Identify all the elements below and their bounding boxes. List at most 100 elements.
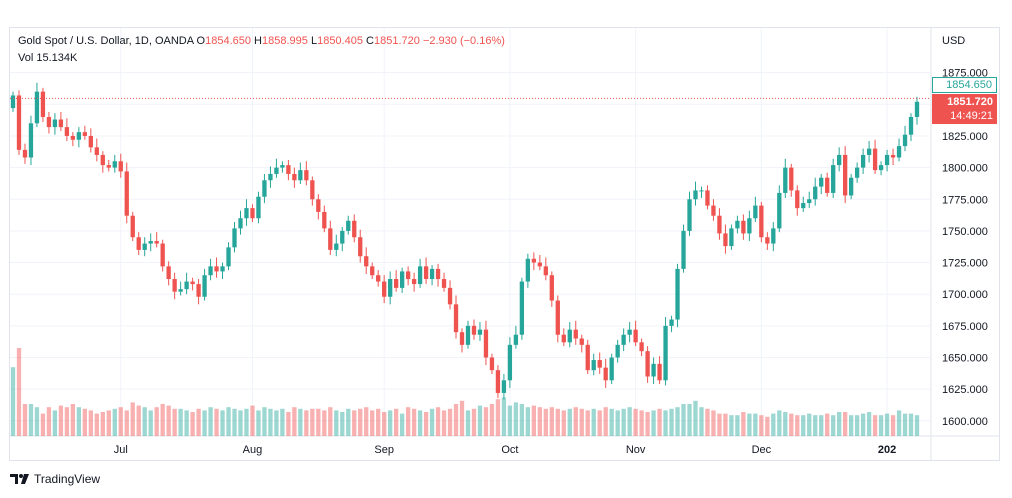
candle-body	[513, 334, 519, 345]
volume-bar	[914, 415, 920, 436]
candle-body	[483, 329, 489, 358]
candle-body	[22, 149, 28, 158]
candle-body	[46, 116, 52, 128]
candle-body	[723, 233, 728, 247]
volume-bar	[226, 407, 231, 436]
volume-bar	[429, 408, 435, 436]
candle-body	[633, 329, 638, 343]
open-price-badge-value: 1854.650	[946, 79, 992, 91]
volume-bar	[531, 405, 537, 436]
volume-bar	[717, 413, 722, 436]
candle-body	[106, 165, 111, 168]
volume-bar	[70, 404, 76, 436]
volume-bar	[340, 412, 345, 436]
volume-bar	[489, 404, 495, 436]
candle-body	[358, 237, 363, 257]
candle-body	[160, 243, 165, 267]
candle-body	[872, 148, 878, 171]
candle-body	[657, 363, 662, 381]
candle-body	[639, 342, 644, 352]
candle-body	[519, 281, 525, 335]
volume-bar	[106, 410, 111, 436]
candle-body	[609, 357, 614, 381]
candle-body	[848, 177, 854, 196]
y-tick-label: 1875.000	[942, 68, 988, 80]
volume-bar	[771, 413, 776, 436]
candle-body	[52, 119, 58, 128]
candle-body	[304, 170, 309, 181]
volume-bar	[316, 408, 321, 436]
candle-body	[801, 203, 806, 209]
candle-body	[76, 132, 82, 140]
volume-bar	[813, 415, 818, 436]
candle-body	[453, 304, 459, 333]
candle-body	[819, 177, 824, 187]
candle-body	[262, 180, 267, 197]
volume-bar	[405, 407, 411, 436]
candle-body	[627, 329, 632, 335]
volume-bar	[519, 404, 525, 436]
volume-bar	[579, 408, 584, 436]
candle-body	[579, 338, 584, 345]
candle-body	[543, 266, 548, 276]
chart-frame[interactable]	[9, 27, 1000, 461]
candle-body	[777, 192, 782, 229]
tradingview-branding[interactable]: TradingView	[10, 472, 100, 486]
candle-body	[878, 165, 884, 171]
candle-body	[154, 241, 159, 244]
volume-bar	[675, 407, 680, 436]
volume-label[interactable]: Vol	[18, 52, 34, 64]
candle-body	[405, 271, 411, 280]
volume-bar	[214, 408, 219, 436]
candle-body	[890, 154, 896, 158]
volume-bar	[837, 412, 842, 436]
candle-body	[232, 228, 237, 248]
candle-body	[16, 95, 22, 150]
volume-bar	[741, 412, 746, 436]
candle-body	[711, 205, 716, 216]
candle-body	[411, 279, 417, 285]
volume-bar	[399, 413, 405, 436]
candle-body	[429, 268, 435, 280]
candle-body	[675, 268, 680, 320]
volume-bar	[393, 408, 399, 436]
volume-bar	[627, 407, 632, 436]
volume-bar	[567, 408, 572, 436]
volume-bar	[621, 408, 626, 436]
volume-bar	[902, 413, 908, 436]
volume-bar	[669, 408, 674, 436]
volume-bar	[76, 407, 82, 436]
volume-bar	[52, 410, 58, 436]
candle-body	[615, 344, 620, 358]
volume-bar	[561, 410, 566, 436]
volume-bar	[262, 407, 267, 436]
candle-body	[525, 258, 531, 282]
volume-bar	[94, 413, 99, 436]
candle-body	[322, 211, 327, 229]
volume-bar	[759, 415, 764, 436]
volume-bar	[244, 408, 249, 436]
volume-bar	[435, 407, 441, 436]
candle-body	[196, 284, 201, 297]
candle-body	[771, 228, 776, 244]
candle-body	[310, 180, 315, 200]
symbol-name[interactable]: Gold Spot / U.S. Dollar, 1D, OANDA	[18, 35, 194, 47]
volume-bar	[88, 410, 93, 436]
candle-body	[316, 199, 321, 212]
candle-body	[94, 147, 99, 155]
currency-label: USD	[942, 35, 965, 47]
volume-bar	[184, 410, 189, 436]
volume-bar	[513, 402, 519, 436]
candle-body	[896, 146, 902, 158]
candle-body	[292, 173, 297, 181]
candle-body	[825, 177, 830, 193]
candle-body	[40, 91, 46, 117]
volume-bar	[411, 408, 417, 436]
low-value: 1850.405	[317, 35, 363, 47]
volume-bar	[633, 408, 638, 436]
volume-bar	[112, 408, 117, 436]
volume-bar	[58, 405, 64, 436]
volume-bar	[549, 407, 554, 436]
high-value: 1858.995	[262, 35, 308, 47]
